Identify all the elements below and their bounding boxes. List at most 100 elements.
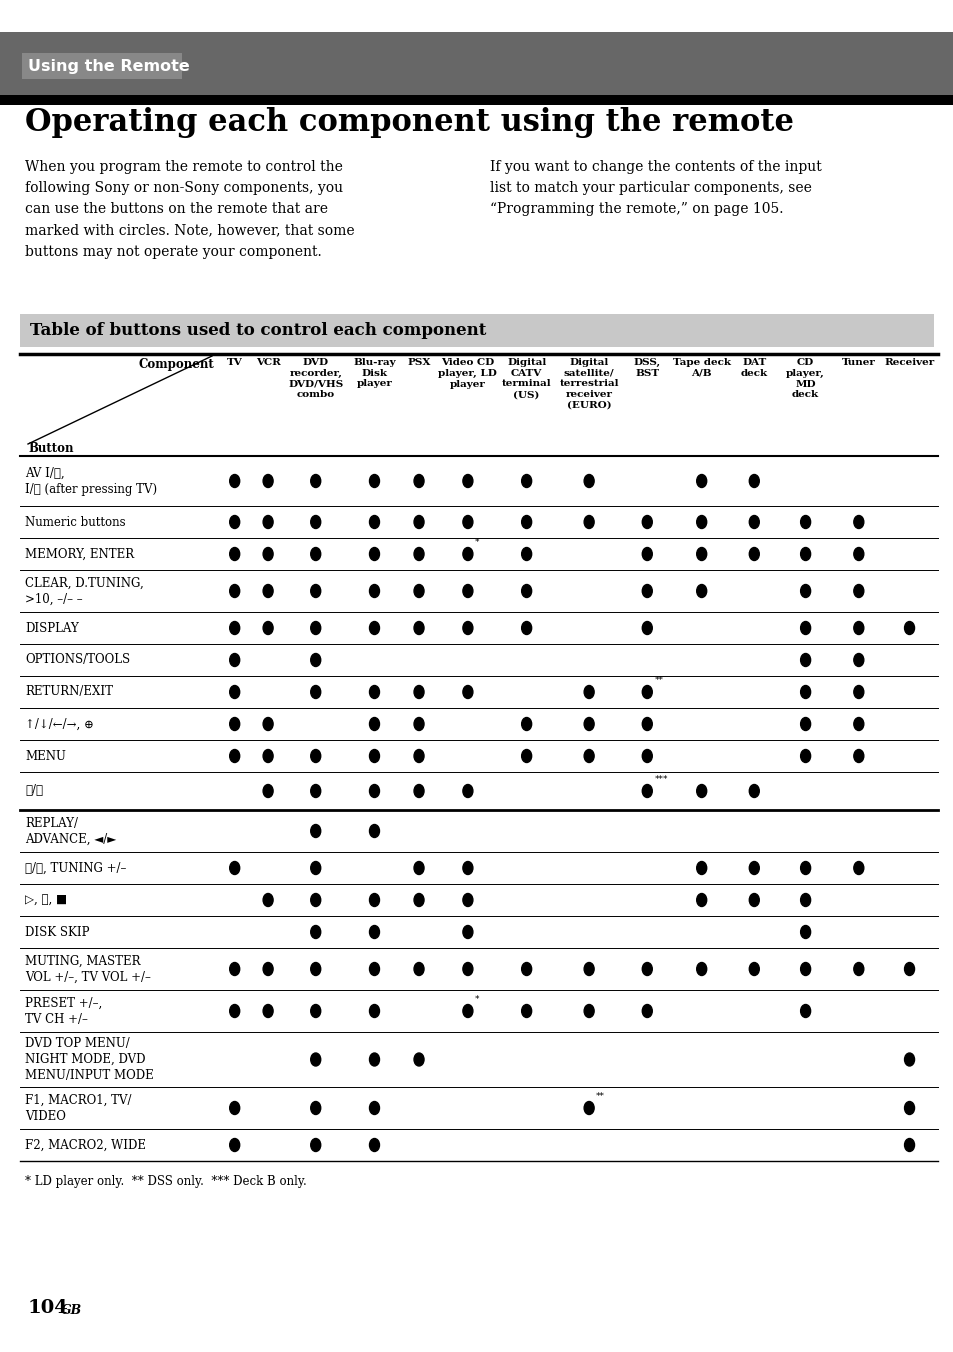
Ellipse shape: [641, 685, 652, 699]
Ellipse shape: [311, 653, 320, 667]
Ellipse shape: [583, 963, 594, 976]
Ellipse shape: [462, 622, 473, 634]
Ellipse shape: [311, 894, 320, 906]
Ellipse shape: [903, 1138, 914, 1152]
Ellipse shape: [414, 685, 423, 699]
Text: CLEAR, D.TUNING,
>10, –/– –: CLEAR, D.TUNING, >10, –/– –: [25, 576, 144, 606]
Text: 104: 104: [28, 1299, 69, 1317]
Ellipse shape: [903, 1102, 914, 1114]
Text: MENU: MENU: [25, 749, 66, 763]
Ellipse shape: [521, 475, 531, 488]
Ellipse shape: [369, 475, 379, 488]
Ellipse shape: [800, 622, 810, 634]
Ellipse shape: [414, 515, 423, 529]
Ellipse shape: [462, 685, 473, 699]
Text: DISPLAY: DISPLAY: [25, 622, 79, 634]
Ellipse shape: [369, 584, 379, 598]
Ellipse shape: [414, 1053, 423, 1065]
Ellipse shape: [800, 861, 810, 875]
Text: Receiver: Receiver: [883, 358, 934, 366]
Ellipse shape: [369, 894, 379, 906]
Ellipse shape: [853, 653, 862, 667]
Text: If you want to change the contents of the input
list to match your particular co: If you want to change the contents of th…: [490, 160, 821, 216]
Ellipse shape: [521, 515, 531, 529]
Ellipse shape: [800, 584, 810, 598]
Ellipse shape: [230, 1102, 239, 1114]
Ellipse shape: [853, 584, 862, 598]
Ellipse shape: [521, 963, 531, 976]
Text: AV I/①,
I/② (after pressing TV): AV I/①, I/② (after pressing TV): [25, 466, 157, 495]
Text: **: **: [596, 1092, 604, 1101]
Ellipse shape: [263, 622, 273, 634]
Text: Blu-ray
Disk
player: Blu-ray Disk player: [353, 358, 395, 388]
Text: TV: TV: [227, 358, 242, 366]
Text: Tuner: Tuner: [841, 358, 875, 366]
Ellipse shape: [369, 1005, 379, 1018]
Text: PRESET +/–,
TV CH +/–: PRESET +/–, TV CH +/–: [25, 996, 102, 1026]
Ellipse shape: [369, 926, 379, 938]
Ellipse shape: [369, 685, 379, 699]
Text: ⏪/⏩, TUNING +/–: ⏪/⏩, TUNING +/–: [25, 861, 126, 875]
Ellipse shape: [311, 622, 320, 634]
Ellipse shape: [230, 1005, 239, 1018]
Ellipse shape: [521, 584, 531, 598]
Ellipse shape: [311, 1053, 320, 1065]
Ellipse shape: [696, 963, 706, 976]
Text: Digital
CATV
terminal
(US): Digital CATV terminal (US): [501, 358, 551, 399]
Ellipse shape: [641, 584, 652, 598]
Ellipse shape: [462, 861, 473, 875]
Ellipse shape: [696, 548, 706, 561]
Text: Using the Remote: Using the Remote: [28, 58, 190, 73]
Ellipse shape: [748, 784, 759, 798]
Text: VCR: VCR: [255, 358, 280, 366]
Ellipse shape: [853, 548, 862, 561]
Text: *: *: [475, 995, 479, 1005]
Ellipse shape: [414, 475, 423, 488]
Ellipse shape: [230, 963, 239, 976]
Ellipse shape: [583, 685, 594, 699]
Ellipse shape: [641, 718, 652, 730]
Ellipse shape: [414, 894, 423, 906]
Ellipse shape: [414, 622, 423, 634]
Ellipse shape: [800, 515, 810, 529]
Ellipse shape: [263, 784, 273, 798]
Ellipse shape: [641, 749, 652, 763]
Ellipse shape: [369, 1102, 379, 1114]
Ellipse shape: [414, 861, 423, 875]
Ellipse shape: [583, 1005, 594, 1018]
Text: When you program the remote to control the
following Sony or non-Sony components: When you program the remote to control t…: [25, 160, 355, 258]
Text: Component: Component: [138, 358, 213, 370]
Text: CD
player,
MD
deck: CD player, MD deck: [785, 358, 824, 399]
Ellipse shape: [800, 963, 810, 976]
Ellipse shape: [230, 622, 239, 634]
Ellipse shape: [311, 825, 320, 837]
Ellipse shape: [369, 718, 379, 730]
Ellipse shape: [853, 622, 862, 634]
Ellipse shape: [462, 584, 473, 598]
Text: DAT
deck: DAT deck: [740, 358, 767, 377]
Ellipse shape: [414, 963, 423, 976]
Ellipse shape: [414, 749, 423, 763]
Ellipse shape: [230, 749, 239, 763]
Ellipse shape: [369, 1138, 379, 1152]
Text: REPLAY/
ADVANCE, ◄/►: REPLAY/ ADVANCE, ◄/►: [25, 817, 116, 845]
Ellipse shape: [583, 749, 594, 763]
Ellipse shape: [462, 926, 473, 938]
Text: *: *: [475, 538, 479, 548]
Ellipse shape: [583, 475, 594, 488]
Ellipse shape: [311, 926, 320, 938]
Bar: [0, 95, 953, 105]
Ellipse shape: [414, 718, 423, 730]
Text: ***: ***: [654, 775, 667, 784]
Ellipse shape: [641, 515, 652, 529]
Ellipse shape: [311, 1102, 320, 1114]
Ellipse shape: [311, 475, 320, 488]
Bar: [22, 53, 182, 78]
Ellipse shape: [521, 718, 531, 730]
Ellipse shape: [369, 825, 379, 837]
Ellipse shape: [748, 475, 759, 488]
Ellipse shape: [230, 718, 239, 730]
Ellipse shape: [853, 749, 862, 763]
Ellipse shape: [311, 1138, 320, 1152]
Text: * LD player only.  ** DSS only.  *** Deck B only.: * LD player only. ** DSS only. *** Deck …: [25, 1175, 307, 1188]
